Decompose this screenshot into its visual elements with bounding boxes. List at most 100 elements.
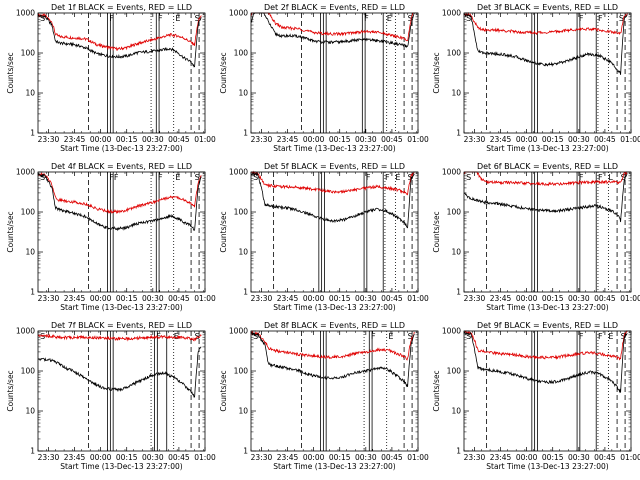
- plot-frame: [250, 171, 419, 293]
- plot-frame: [37, 171, 206, 293]
- x-tick-label: 00:45: [381, 294, 403, 303]
- events-series-line: [250, 171, 415, 229]
- marker-label: E: [387, 14, 392, 23]
- marker-label: E: [395, 173, 400, 182]
- x-tick-label: 00:15: [116, 135, 138, 144]
- events-series-line: [250, 12, 415, 48]
- x-tick-label: 23:45: [490, 294, 512, 303]
- y-tick-label: 1000: [442, 327, 461, 336]
- y-tick-label: 1: [30, 129, 35, 138]
- x-tick-label: 01:00: [407, 135, 429, 144]
- y-axis-title: Counts/sec: [219, 370, 228, 411]
- x-tick-label: 00:00: [516, 294, 538, 303]
- marker-label: FF: [109, 173, 119, 182]
- marker-label: S: [40, 14, 45, 23]
- x-tick-label: 00:00: [516, 453, 538, 462]
- x-tick-label: 00:00: [90, 135, 112, 144]
- lld-series-line: [250, 330, 415, 361]
- y-tick-label: 10: [451, 89, 461, 98]
- chart-panel-4: Det 4f BLACK = Events, RED = LLD Counts/s…: [6, 162, 216, 312]
- x-tick-label: 23:30: [464, 294, 486, 303]
- x-axis-title: Start Time (13-Dec-13 23:27:00): [60, 303, 182, 312]
- y-tick-label: 1: [456, 447, 461, 456]
- marker-label: E: [175, 173, 180, 182]
- x-tick-label: 00:00: [303, 453, 325, 462]
- x-tick-label: 23:30: [251, 294, 273, 303]
- marker-label: F: [109, 14, 114, 23]
- marker-label: F: [371, 332, 376, 341]
- x-tick-label: 01:00: [620, 453, 640, 462]
- chart-title: Det 8f BLACK = Events, RED = LLD: [264, 321, 405, 330]
- x-tick-label: 01:00: [194, 453, 216, 462]
- x-tick-label: 00:00: [303, 135, 325, 144]
- x-axis-title: Start Time (13-Dec-13 23:27:00): [273, 144, 395, 153]
- x-tick-label: 01:00: [620, 135, 640, 144]
- y-tick-label: 1000: [16, 168, 35, 177]
- chart-panel-1: Det 1f BLACK = Events, RED = LLD Counts/s…: [6, 3, 216, 153]
- y-tick-label: 1: [456, 129, 461, 138]
- marker-label: F: [579, 14, 584, 23]
- x-tick-label: 01:00: [194, 294, 216, 303]
- marker-label: E: [175, 14, 180, 23]
- x-tick-label: 00:45: [168, 453, 190, 462]
- marker-label: S: [466, 173, 471, 182]
- y-tick-label: 100: [234, 367, 249, 376]
- y-tick-label: 1: [456, 288, 461, 297]
- marker-label: E: [608, 332, 613, 341]
- chart-title: Det 4f BLACK = Events, RED = LLD: [51, 162, 192, 171]
- x-axis-title: Start Time (13-Dec-13 23:27:00): [60, 462, 182, 471]
- x-tick-label: 00:30: [142, 453, 164, 462]
- lld-series-line: [38, 172, 202, 215]
- y-tick-label: 100: [21, 49, 36, 58]
- y-axis-title: Counts/sec: [219, 211, 228, 252]
- x-tick-label: 00:30: [355, 294, 377, 303]
- lld-series-line: [250, 12, 415, 42]
- marker-label: F: [158, 173, 163, 182]
- y-tick-label: 100: [21, 367, 36, 376]
- x-tick-label: 00:15: [116, 453, 138, 462]
- lld-series-line: [37, 333, 202, 342]
- x-tick-label: 23:45: [64, 135, 86, 144]
- plot-frame: [250, 330, 419, 452]
- x-tick-label: 23:30: [464, 453, 486, 462]
- chart-title: Det 9f BLACK = Events, RED = LLD: [477, 321, 618, 330]
- chart-title: Det 2f BLACK = Events, RED = LLD: [264, 3, 405, 12]
- x-tick-label: 00:15: [116, 294, 138, 303]
- marker-label: S: [253, 332, 258, 341]
- lld-series-line: [464, 330, 628, 361]
- marker-label: E: [388, 332, 393, 341]
- marker-label: F: [598, 332, 603, 341]
- x-tick-label: 00:15: [542, 294, 564, 303]
- marker-label: S: [408, 332, 413, 341]
- y-tick-label: 1000: [442, 9, 461, 18]
- x-tick-label: 23:45: [277, 453, 299, 462]
- x-tick-label: 00:45: [594, 453, 616, 462]
- x-tick-label: 00:00: [303, 294, 325, 303]
- x-tick-label: 00:00: [516, 135, 538, 144]
- y-tick-label: 1000: [229, 168, 248, 177]
- marker-label: S: [195, 14, 200, 23]
- events-series-line: [463, 13, 628, 75]
- events-series-line: [464, 173, 628, 223]
- events-series-line: [250, 331, 415, 388]
- marker-label: F: [366, 173, 371, 182]
- y-tick-label: 10: [451, 407, 461, 416]
- lld-series-line: [250, 170, 415, 196]
- marker-label: S: [195, 173, 200, 182]
- y-tick-label: 100: [234, 208, 249, 217]
- plot-frame: [250, 12, 419, 134]
- events-series-line: [37, 172, 202, 232]
- x-tick-label: 01:00: [620, 294, 640, 303]
- y-tick-label: 1: [243, 447, 248, 456]
- chart-panel-8: Det 8f BLACK = Events, RED = LLD Counts/s…: [219, 321, 429, 471]
- plot-frame: [37, 330, 206, 452]
- y-axis-title: Counts/sec: [6, 370, 15, 411]
- marker-label: E: [174, 332, 179, 341]
- x-tick-label: 00:45: [381, 453, 403, 462]
- y-axis-title: Counts/sec: [6, 52, 15, 93]
- x-tick-label: 00:45: [594, 294, 616, 303]
- x-axis-title: Start Time (13-Dec-13 23:27:00): [486, 462, 608, 471]
- marker-label: F: [156, 332, 161, 341]
- x-tick-label: 00:15: [329, 135, 351, 144]
